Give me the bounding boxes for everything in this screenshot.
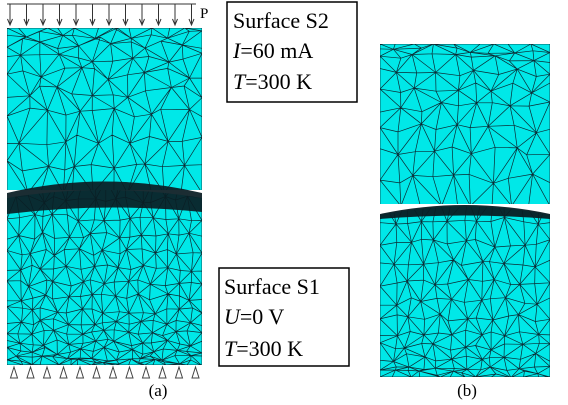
upper-block-a <box>7 28 202 190</box>
surface-s2-title: Surface S2 <box>233 8 329 33</box>
panel-b-label: (b) <box>457 381 477 400</box>
mesh-lines <box>7 28 202 190</box>
surface-s2-box-frame <box>226 1 358 103</box>
mesh-lines <box>380 206 550 377</box>
panel-a: P Surface S2 I=60 mA T=300 K S <box>7 1 358 400</box>
surface-s1-temperature: T=300 K <box>224 336 303 361</box>
load-arrow-lines <box>7 3 196 27</box>
surface-s1-box: Surface S1 U=0 V T=300 K <box>218 267 350 367</box>
upper-block-b-mesh <box>380 44 550 204</box>
mesh-lines <box>380 44 550 204</box>
lower-block-b <box>380 205 550 377</box>
surface-s2-current: I=60 mA <box>232 38 313 63</box>
panel-b: (b) <box>380 44 550 400</box>
surface-s2-temperature: T=300 K <box>233 69 312 94</box>
surface-s1-voltage: U=0 V <box>224 304 284 329</box>
surface-s2-box: Surface S2 I=60 mA T=300 K <box>226 1 358 103</box>
upper-block-b <box>380 44 550 204</box>
lower-block-a-mesh <box>7 190 202 365</box>
lower-block-b-mesh <box>380 206 550 377</box>
mesh-lines <box>7 190 202 365</box>
contact-refined-band-b <box>380 205 550 219</box>
surface-s1-title: Surface S1 <box>224 274 320 299</box>
load-label-p: P <box>200 6 208 22</box>
support-triangles <box>9 365 200 379</box>
contact-refined-band-a <box>7 181 202 214</box>
panel-a-label: (a) <box>149 381 168 400</box>
fixed-supports <box>9 365 200 379</box>
load-arrows <box>7 3 196 27</box>
lower-block-a <box>7 181 202 365</box>
surface-s1-box-frame <box>218 267 350 367</box>
upper-block-a-mesh <box>7 28 202 190</box>
